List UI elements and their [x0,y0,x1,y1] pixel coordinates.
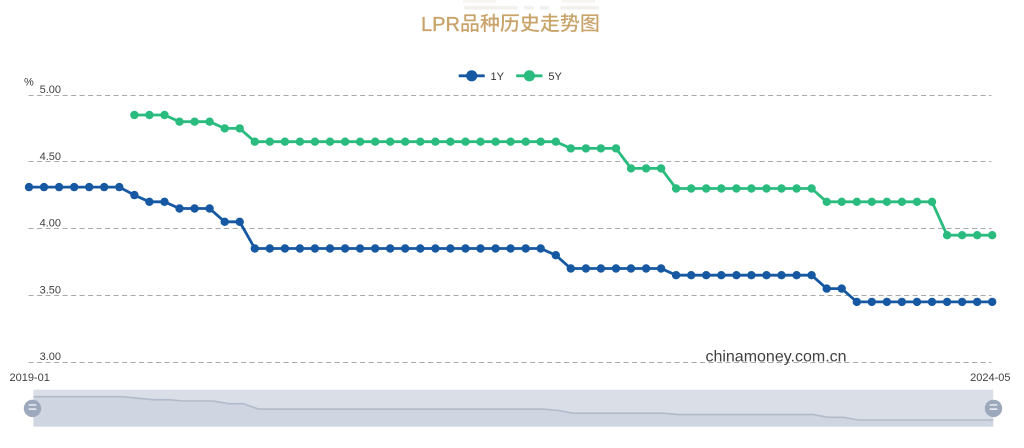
svg-text:chinamoney.com.cn: chinamoney.com.cn [705,349,846,366]
svg-text:3.50: 3.50 [40,284,61,296]
svg-text:5Y: 5Y [548,71,562,83]
svg-text:%: % [24,77,34,89]
svg-text:5.00: 5.00 [40,84,61,96]
svg-text:4.50: 4.50 [40,151,61,163]
svg-text:3.00: 3.00 [40,351,61,363]
svg-text:2019-01: 2019-01 [10,372,50,384]
svg-text:LPR: LPR [421,14,460,36]
svg-text:1Y: 1Y [491,71,505,83]
svg-text:2024-05: 2024-05 [970,372,1010,384]
svg-text:4.00: 4.00 [40,218,61,230]
